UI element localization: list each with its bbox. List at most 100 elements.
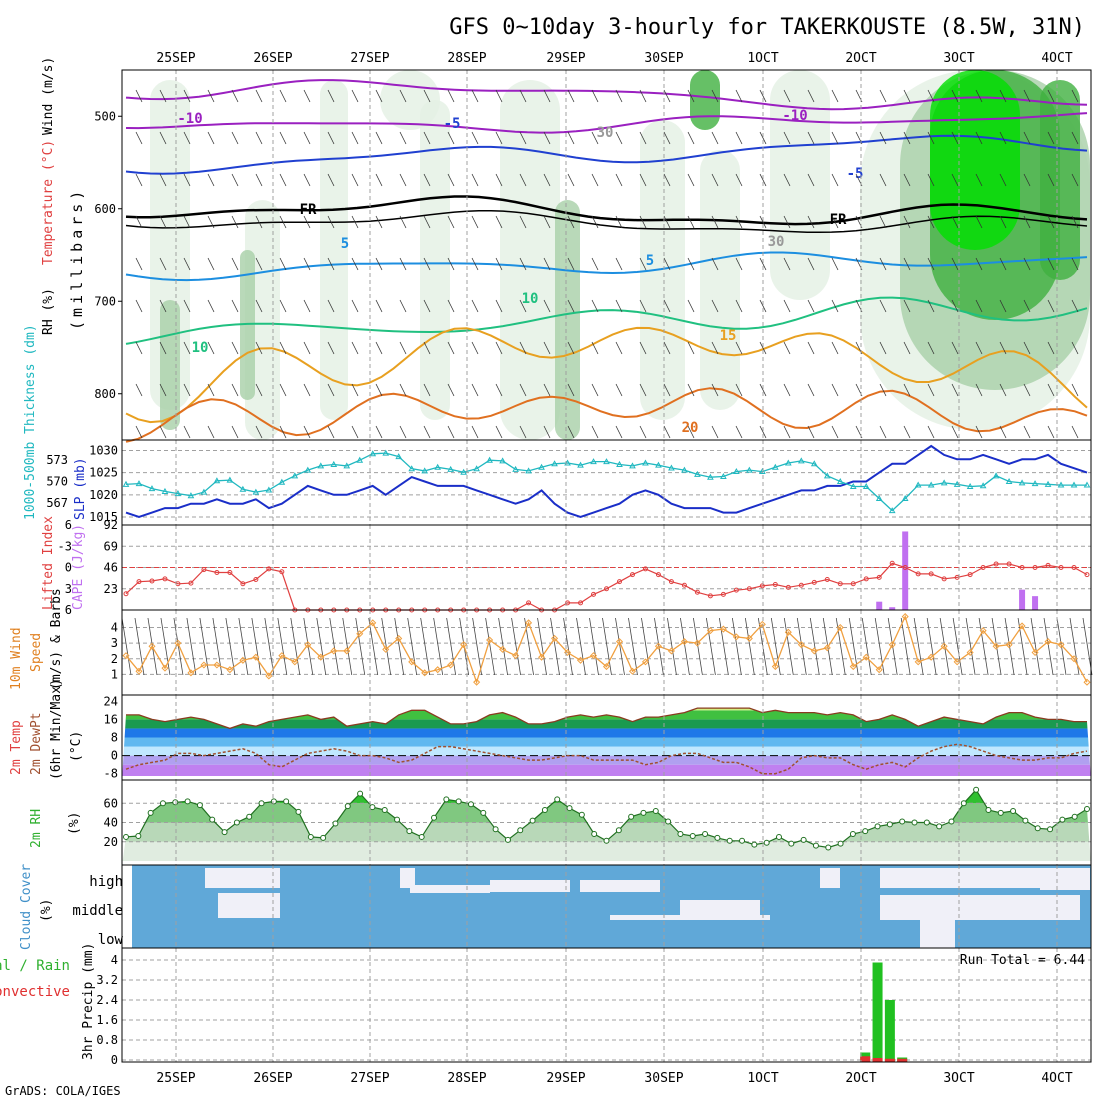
cloud-panel xyxy=(121,864,1092,949)
wind-barb xyxy=(879,383,887,397)
wind-barb xyxy=(687,131,695,145)
lifted-cape-panel: 6 -3 0 3 6 92 69 46 23 xyxy=(58,518,1092,617)
wind-barb xyxy=(628,617,638,676)
wind-barb xyxy=(519,131,527,145)
wind-barb xyxy=(207,89,215,103)
wind-speed-marker xyxy=(992,642,1000,650)
cloud-block xyxy=(680,900,760,918)
convective-bar xyxy=(897,1058,908,1062)
wind-barb xyxy=(831,131,839,145)
top-date-label: 29SEP xyxy=(546,51,585,66)
wind-barb xyxy=(687,299,695,313)
wind-barb xyxy=(327,89,335,103)
wind-speed-marker xyxy=(1031,648,1039,657)
wind-barb xyxy=(567,131,575,145)
wind-barb xyxy=(615,173,623,187)
wind-barb xyxy=(735,257,743,271)
wind-barb xyxy=(225,617,236,676)
rh-marker xyxy=(295,808,302,815)
wind-barb xyxy=(861,617,872,676)
thickness-marker xyxy=(512,465,519,472)
contour-label: -5 xyxy=(847,166,864,182)
lifted-index-marker xyxy=(941,576,947,582)
wind-speed-marker xyxy=(161,664,169,672)
wind-barb xyxy=(879,89,887,103)
wind-barb xyxy=(375,341,383,355)
cape-label: CAPE (J/kg) xyxy=(71,524,86,610)
slp-thickness-panel: 1030 1025 1020 1015 573 570 567 xyxy=(46,439,1092,526)
wind-barb xyxy=(735,383,743,397)
wind-speed-marker xyxy=(862,653,870,661)
wind-barb xyxy=(173,617,184,676)
wind-barb xyxy=(543,173,551,187)
lifted-index-marker xyxy=(149,578,155,584)
wind-barb xyxy=(999,89,1007,103)
wind-barb xyxy=(375,383,383,397)
rh-marker xyxy=(283,798,290,805)
wind-barb xyxy=(279,257,287,271)
wind-barb xyxy=(375,257,383,271)
wind-barb xyxy=(903,425,911,439)
wind-barb xyxy=(231,173,239,187)
thickness-marker xyxy=(148,485,156,492)
thickness-marker xyxy=(239,485,247,492)
wind-speed-marker xyxy=(589,652,598,660)
wind-barb xyxy=(1047,215,1055,229)
wind-barb xyxy=(1071,257,1079,271)
wind-speed-marker xyxy=(499,645,507,653)
thickness-marker xyxy=(720,473,727,480)
rh-marker xyxy=(566,805,573,812)
wind-barb xyxy=(447,341,455,355)
wind-barb xyxy=(879,215,887,229)
li-tick-label: 0 xyxy=(65,561,72,575)
wind-speed-marker xyxy=(732,633,740,641)
wind-barb xyxy=(135,341,143,355)
wind-barb xyxy=(567,383,575,397)
top-date-label: 25SEP xyxy=(156,51,195,66)
thickness-marker xyxy=(927,481,935,488)
thickness-marker xyxy=(174,490,182,497)
rh-marker xyxy=(886,821,893,828)
wind-label: Wind (m/s) xyxy=(41,57,56,135)
rh-marker xyxy=(640,809,647,816)
wind-barb xyxy=(735,131,743,145)
wind-barb xyxy=(591,131,599,145)
wind-barb xyxy=(926,617,937,676)
wind-barb xyxy=(183,425,191,439)
wind-barb xyxy=(567,425,575,439)
wind-speed-marker xyxy=(382,645,390,653)
rh-marker xyxy=(1034,825,1041,832)
wind-barb xyxy=(711,383,719,397)
wind-barb xyxy=(639,257,647,271)
wind-barb xyxy=(567,341,575,355)
wind-speed-marker xyxy=(239,656,247,664)
precip-tick-label: 4 xyxy=(111,953,118,967)
lifted-index-marker xyxy=(824,577,830,583)
rh-marker xyxy=(751,841,758,848)
wind-speed-marker xyxy=(369,619,377,627)
wind-barb xyxy=(279,299,287,313)
lifted-index-marker xyxy=(707,593,713,599)
thickness-marker xyxy=(1031,480,1039,487)
wind-barb xyxy=(831,299,839,313)
thickness-marker xyxy=(901,495,909,502)
thickness-marker xyxy=(642,459,649,466)
wind-barb xyxy=(903,257,911,271)
wind-barb xyxy=(783,341,791,355)
wind-barb xyxy=(900,617,911,676)
wind-speed-marker xyxy=(473,678,481,686)
cloud-block xyxy=(820,868,840,888)
rh-marker xyxy=(739,837,746,844)
wind-barb xyxy=(903,215,911,229)
wind-barb xyxy=(975,131,983,145)
wind-barb xyxy=(316,617,327,676)
thickness-marker xyxy=(1057,481,1065,488)
lifted-index-marker xyxy=(526,600,532,606)
rh-marker xyxy=(1084,806,1090,813)
wind-barb xyxy=(231,383,239,397)
precip-tick-label: 2.4 xyxy=(96,993,118,1007)
wind-tick-label: 3 xyxy=(111,636,118,650)
top-date-label: 26SEP xyxy=(253,51,292,66)
lifted-index-marker xyxy=(578,600,584,606)
wind-barb xyxy=(615,617,625,676)
